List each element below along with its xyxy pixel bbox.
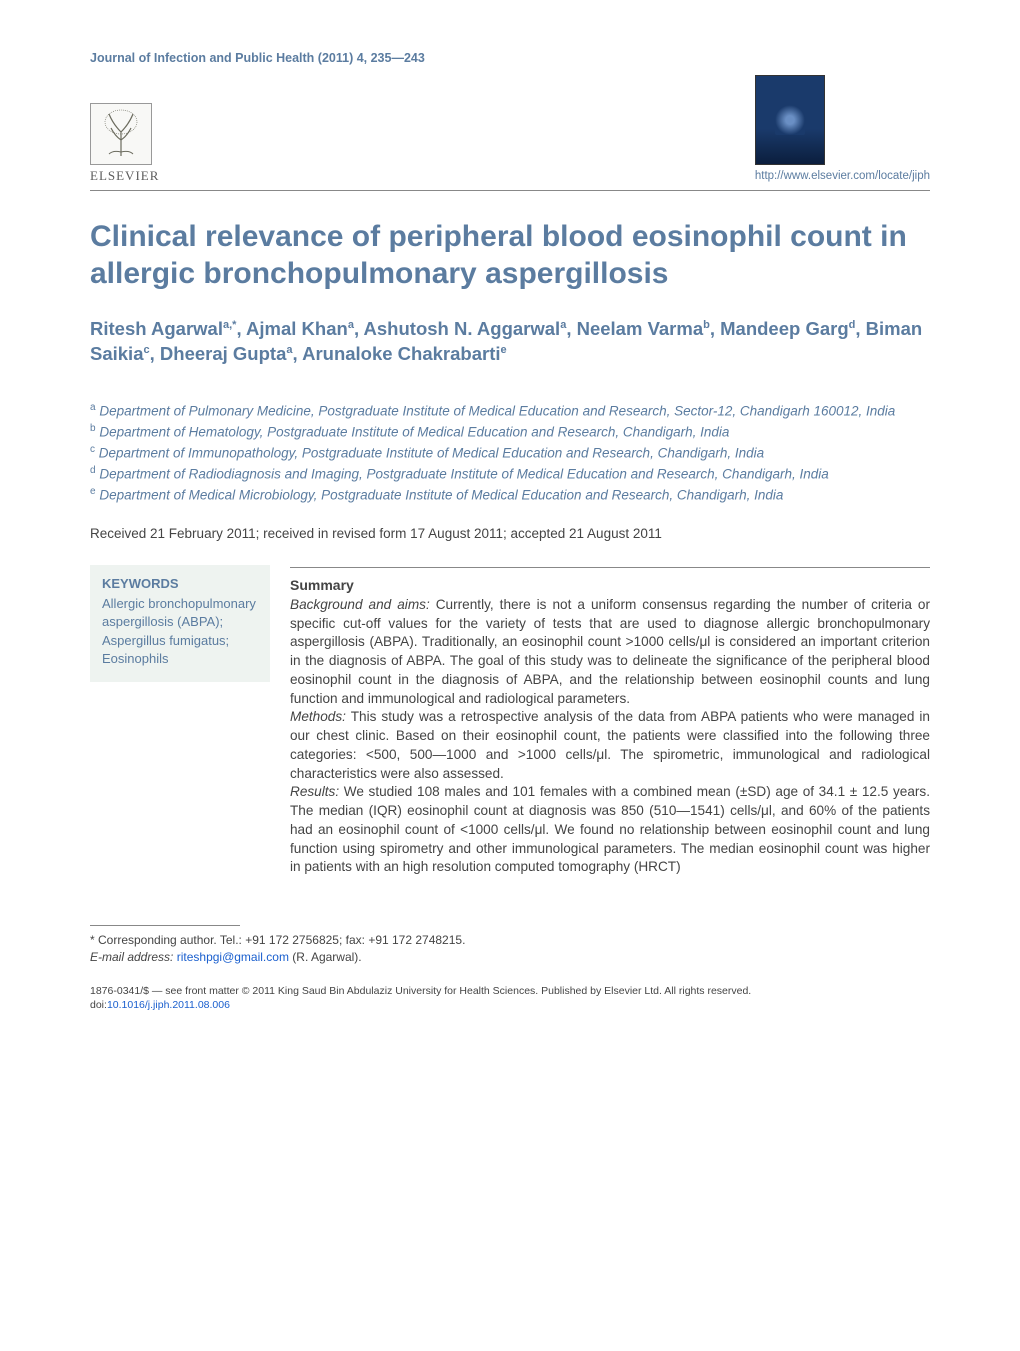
abstract-run-in: Results:: [290, 784, 339, 799]
copyright-block: 1876-0341/$ — see front matter © 2011 Ki…: [90, 984, 930, 1012]
abstract-section-text: Currently, there is not a uniform consen…: [290, 597, 930, 706]
journal-reference: Journal of Infection and Public Health (…: [90, 50, 425, 67]
footnote-rule: [90, 925, 240, 926]
abstract-section-text: We studied 108 males and 101 females wit…: [290, 784, 930, 874]
locate-url[interactable]: http://www.elsevier.com/locate/jiph: [755, 169, 930, 185]
abstract-run-in: Methods:: [290, 709, 346, 724]
email-line: E-mail address: riteshpgi@gmail.com (R. …: [90, 949, 930, 965]
keywords-text: Allergic bronchopulmonary aspergillosis …: [102, 595, 258, 668]
affiliation-item: e Department of Medical Microbiology, Po…: [90, 485, 930, 505]
footnotes: * Corresponding author. Tel.: +91 172 27…: [90, 925, 930, 965]
email-paren: (R. Agarwal).: [292, 950, 361, 964]
author-list: Ritesh Agarwala,*, Ajmal Khana, Ashutosh…: [90, 317, 930, 367]
affiliation-item: c Department of Immunopathology, Postgra…: [90, 443, 930, 463]
keywords-heading: KEYWORDS: [102, 575, 258, 593]
affiliation-item: d Department of Radiodiagnosis and Imagi…: [90, 464, 930, 484]
body-columns: KEYWORDS Allergic bronchopulmonary asper…: [90, 565, 930, 877]
logos-row: ELSEVIER http://www.elsevier.com/locate/…: [90, 75, 930, 185]
abstract-column: Summary Background and aims: Currently, …: [290, 565, 930, 877]
doi-prefix: doi:: [90, 999, 107, 1011]
email-label: E-mail address:: [90, 950, 173, 964]
keywords-box: KEYWORDS Allergic bronchopulmonary asper…: [90, 565, 270, 682]
journal-cover-icon: [755, 75, 825, 165]
page-root: Journal of Infection and Public Health (…: [0, 0, 1020, 1052]
corresponding-author-note: * Corresponding author. Tel.: +91 172 27…: [90, 932, 930, 948]
email-link[interactable]: riteshpgi@gmail.com: [177, 950, 289, 964]
affiliation-item: b Department of Hematology, Postgraduate…: [90, 422, 930, 442]
publisher-block: ELSEVIER: [90, 103, 159, 185]
abstract-run-in: Background and aims:: [290, 597, 430, 612]
affiliations-block: a Department of Pulmonary Medicine, Post…: [90, 401, 930, 505]
article-history: Received 21 February 2011; received in r…: [90, 525, 930, 543]
affiliation-item: a Department of Pulmonary Medicine, Post…: [90, 401, 930, 421]
doi-link[interactable]: 10.1016/j.jiph.2011.08.006: [107, 999, 230, 1011]
summary-heading: Summary: [290, 576, 930, 595]
header-rule: [90, 190, 930, 191]
copyright-line: 1876-0341/$ — see front matter © 2011 Ki…: [90, 984, 930, 998]
doi-line: doi:10.1016/j.jiph.2011.08.006: [90, 998, 930, 1012]
abstract-top-rule: [290, 567, 930, 568]
journal-cover-block: http://www.elsevier.com/locate/jiph: [755, 75, 930, 185]
elsevier-tree-icon: [90, 103, 152, 165]
abstract-text: Background and aims: Currently, there is…: [290, 596, 930, 877]
abstract-section-text: This study was a retrospective analysis …: [290, 709, 930, 780]
publisher-name: ELSEVIER: [90, 167, 159, 185]
article-title: Clinical relevance of peripheral blood e…: [90, 219, 930, 292]
header-row: Journal of Infection and Public Health (…: [90, 50, 930, 67]
